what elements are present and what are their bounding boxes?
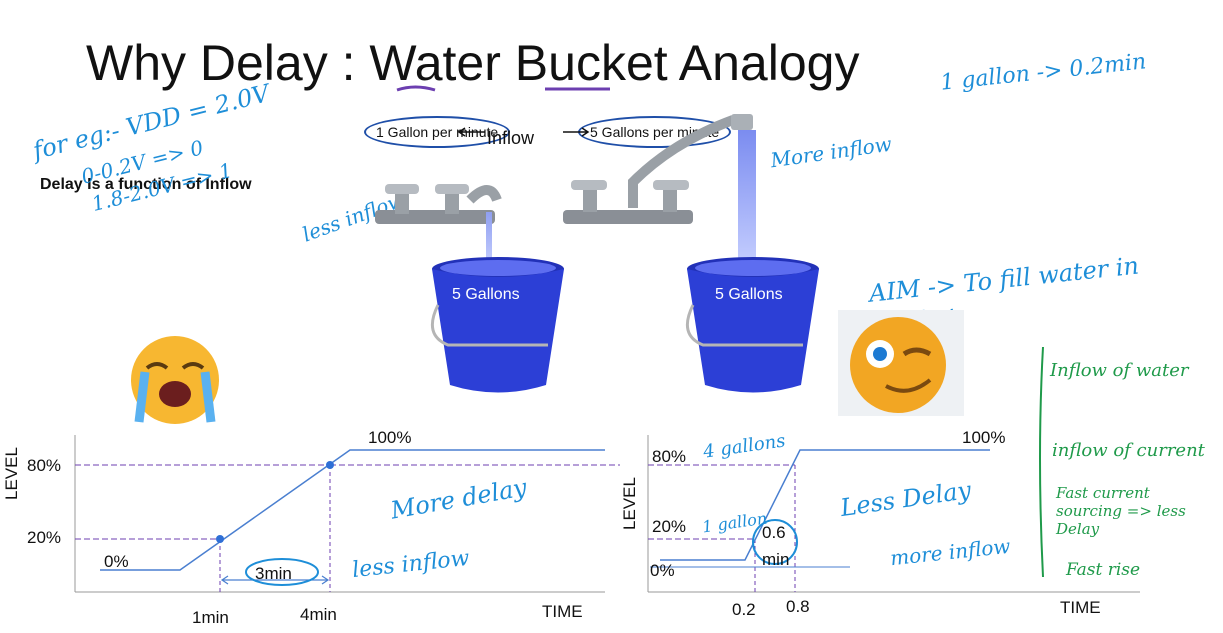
gallon-rate-note: 1 gallon -> 0.2min <box>939 49 1148 96</box>
right-delta-unit: min <box>762 550 790 569</box>
right-y-axis-label: LEVEL <box>620 477 639 530</box>
slide-title: Why Delay : Water Bucket Analogy <box>86 35 860 91</box>
winking-emoji-icon <box>838 310 964 416</box>
faucet-icon-left <box>375 184 502 224</box>
left-time-1min: 1min <box>192 608 229 627</box>
left-level-0: 0% <box>104 552 129 571</box>
right-level-100: 100% <box>962 428 1006 447</box>
green-note-2: inflow of current <box>1052 440 1205 461</box>
bucket-icon-left <box>430 257 564 393</box>
right-level-80: 80% <box>652 447 687 466</box>
green-note-3: Fast current sourcing => less Delay <box>1056 484 1186 538</box>
more-inflow-top-note: More inflow <box>768 131 894 173</box>
left-level-100: 100% <box>368 428 412 447</box>
left-x-axis-label: TIME <box>542 602 583 621</box>
left-rate-bubble: 1 Gallon per minute <box>364 116 511 148</box>
left-delta-3min: 3min <box>255 564 292 583</box>
faucet-icon-right <box>563 114 753 224</box>
bucket-capacity-left: 5 Gallons <box>452 286 520 303</box>
right-level-graph <box>647 435 1140 593</box>
water-stream-left <box>486 212 492 268</box>
subtitle-delay-function: Delay Is a function of Inflow <box>40 176 252 193</box>
right-level-0: 0% <box>650 561 675 580</box>
right-time-0-2: 0.2 <box>732 600 756 619</box>
right-x-axis-label: TIME <box>1060 598 1101 617</box>
left-level-80: 80% <box>27 456 62 475</box>
bucket-icon-right <box>685 257 819 393</box>
left-y-axis-label: LEVEL <box>2 447 21 500</box>
right-level-20: 20% <box>652 517 687 536</box>
right-delta: 0.6 <box>762 523 786 542</box>
green-note-1: Inflow of water <box>1050 360 1189 381</box>
left-time-4min: 4min <box>300 605 337 624</box>
crying-emoji-icon <box>131 336 219 424</box>
left-level-graph <box>74 435 620 593</box>
title-underline <box>396 85 610 92</box>
green-note-4: Fast rise <box>1066 560 1141 580</box>
water-stream-right <box>738 130 756 270</box>
inflow-label: Inflow <box>487 128 535 148</box>
inflow-arrows <box>457 127 590 137</box>
notes-bracket <box>1039 346 1044 578</box>
bucket-capacity-right: 5 Gallons <box>715 286 783 303</box>
right-time-0-8: 0.8 <box>786 597 810 616</box>
left-level-20: 20% <box>27 528 62 547</box>
